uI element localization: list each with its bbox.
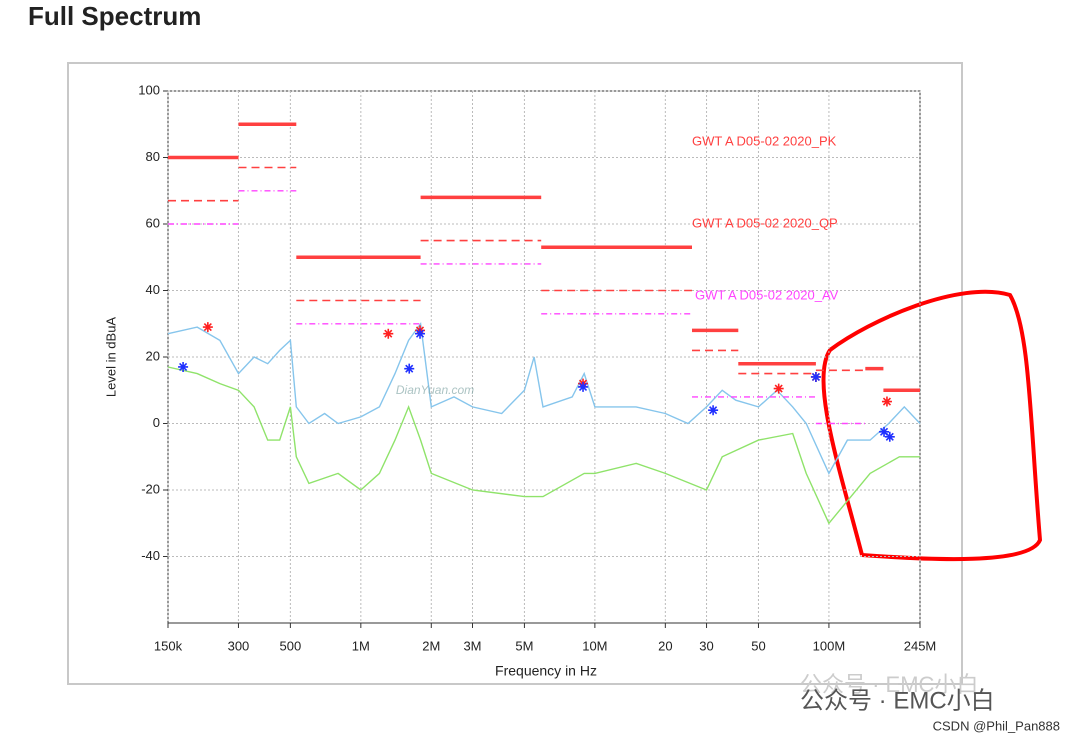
y-tick-label: -40 bbox=[141, 548, 160, 563]
watermark: DianYuan.com bbox=[396, 383, 474, 397]
chart-title: Full Spectrum bbox=[28, 1, 201, 31]
y-tick-label: 80 bbox=[146, 149, 160, 164]
watermark: 公众号 · EMC小白 bbox=[800, 672, 978, 697]
marker bbox=[773, 383, 784, 394]
x-tick-label: 20 bbox=[658, 638, 672, 653]
x-tick-label: 245M bbox=[904, 638, 937, 653]
watermark: 公众号 · EMC小白 bbox=[800, 687, 995, 714]
marker bbox=[884, 431, 895, 442]
x-tick-label: 300 bbox=[228, 638, 250, 653]
x-tick-label: 50 bbox=[751, 638, 765, 653]
x-tick-label: 150k bbox=[154, 638, 183, 653]
marker bbox=[202, 322, 213, 333]
x-tick-label: 2M bbox=[422, 638, 440, 653]
y-tick-label: 60 bbox=[146, 215, 160, 230]
limit-line bbox=[168, 166, 866, 375]
legend-label: GWT A D05-02 2020_PK bbox=[692, 133, 837, 148]
marker bbox=[879, 426, 890, 437]
x-tick-label: 30 bbox=[699, 638, 713, 653]
marker bbox=[415, 328, 426, 339]
marker bbox=[178, 361, 189, 372]
y-tick-label: 100 bbox=[138, 82, 160, 97]
x-axis-label: Frequency in Hz bbox=[495, 663, 597, 679]
trace bbox=[167, 366, 920, 525]
plot: 100 80 60 40 20 0 -20 -40 150k 300 500 1M 2M 3M 5M 10M 2… bbox=[138, 82, 936, 653]
marker bbox=[881, 396, 892, 407]
x-tick-label: 100M bbox=[813, 638, 846, 653]
y-tick-label: -20 bbox=[141, 481, 160, 496]
y-tick-label: 20 bbox=[146, 348, 160, 363]
watermark: CSDN @Phil_Pan888 bbox=[933, 718, 1060, 733]
x-tick-label: 5M bbox=[515, 638, 533, 653]
marker bbox=[810, 371, 821, 382]
marker bbox=[708, 405, 719, 416]
trace bbox=[167, 321, 921, 475]
legend-label: GWT A D05-02 2020_QP bbox=[692, 215, 838, 230]
y-tick-label: 0 bbox=[153, 415, 160, 430]
x-tick-label: 500 bbox=[280, 638, 302, 653]
annotation-circle bbox=[821, 289, 1043, 562]
x-tick-label: 3M bbox=[463, 638, 481, 653]
y-tick-label: 40 bbox=[146, 282, 160, 297]
marker bbox=[578, 381, 589, 392]
limit-line bbox=[168, 190, 866, 425]
marker bbox=[404, 363, 415, 374]
x-tick-label: 10M bbox=[582, 638, 607, 653]
limit-line bbox=[168, 122, 920, 393]
legend-label: GWT A D05-02 2020_AV bbox=[695, 287, 839, 302]
marker bbox=[383, 328, 394, 339]
x-tick-label: 1M bbox=[352, 638, 370, 653]
y-axis-label: Level in dBuA bbox=[103, 317, 118, 398]
